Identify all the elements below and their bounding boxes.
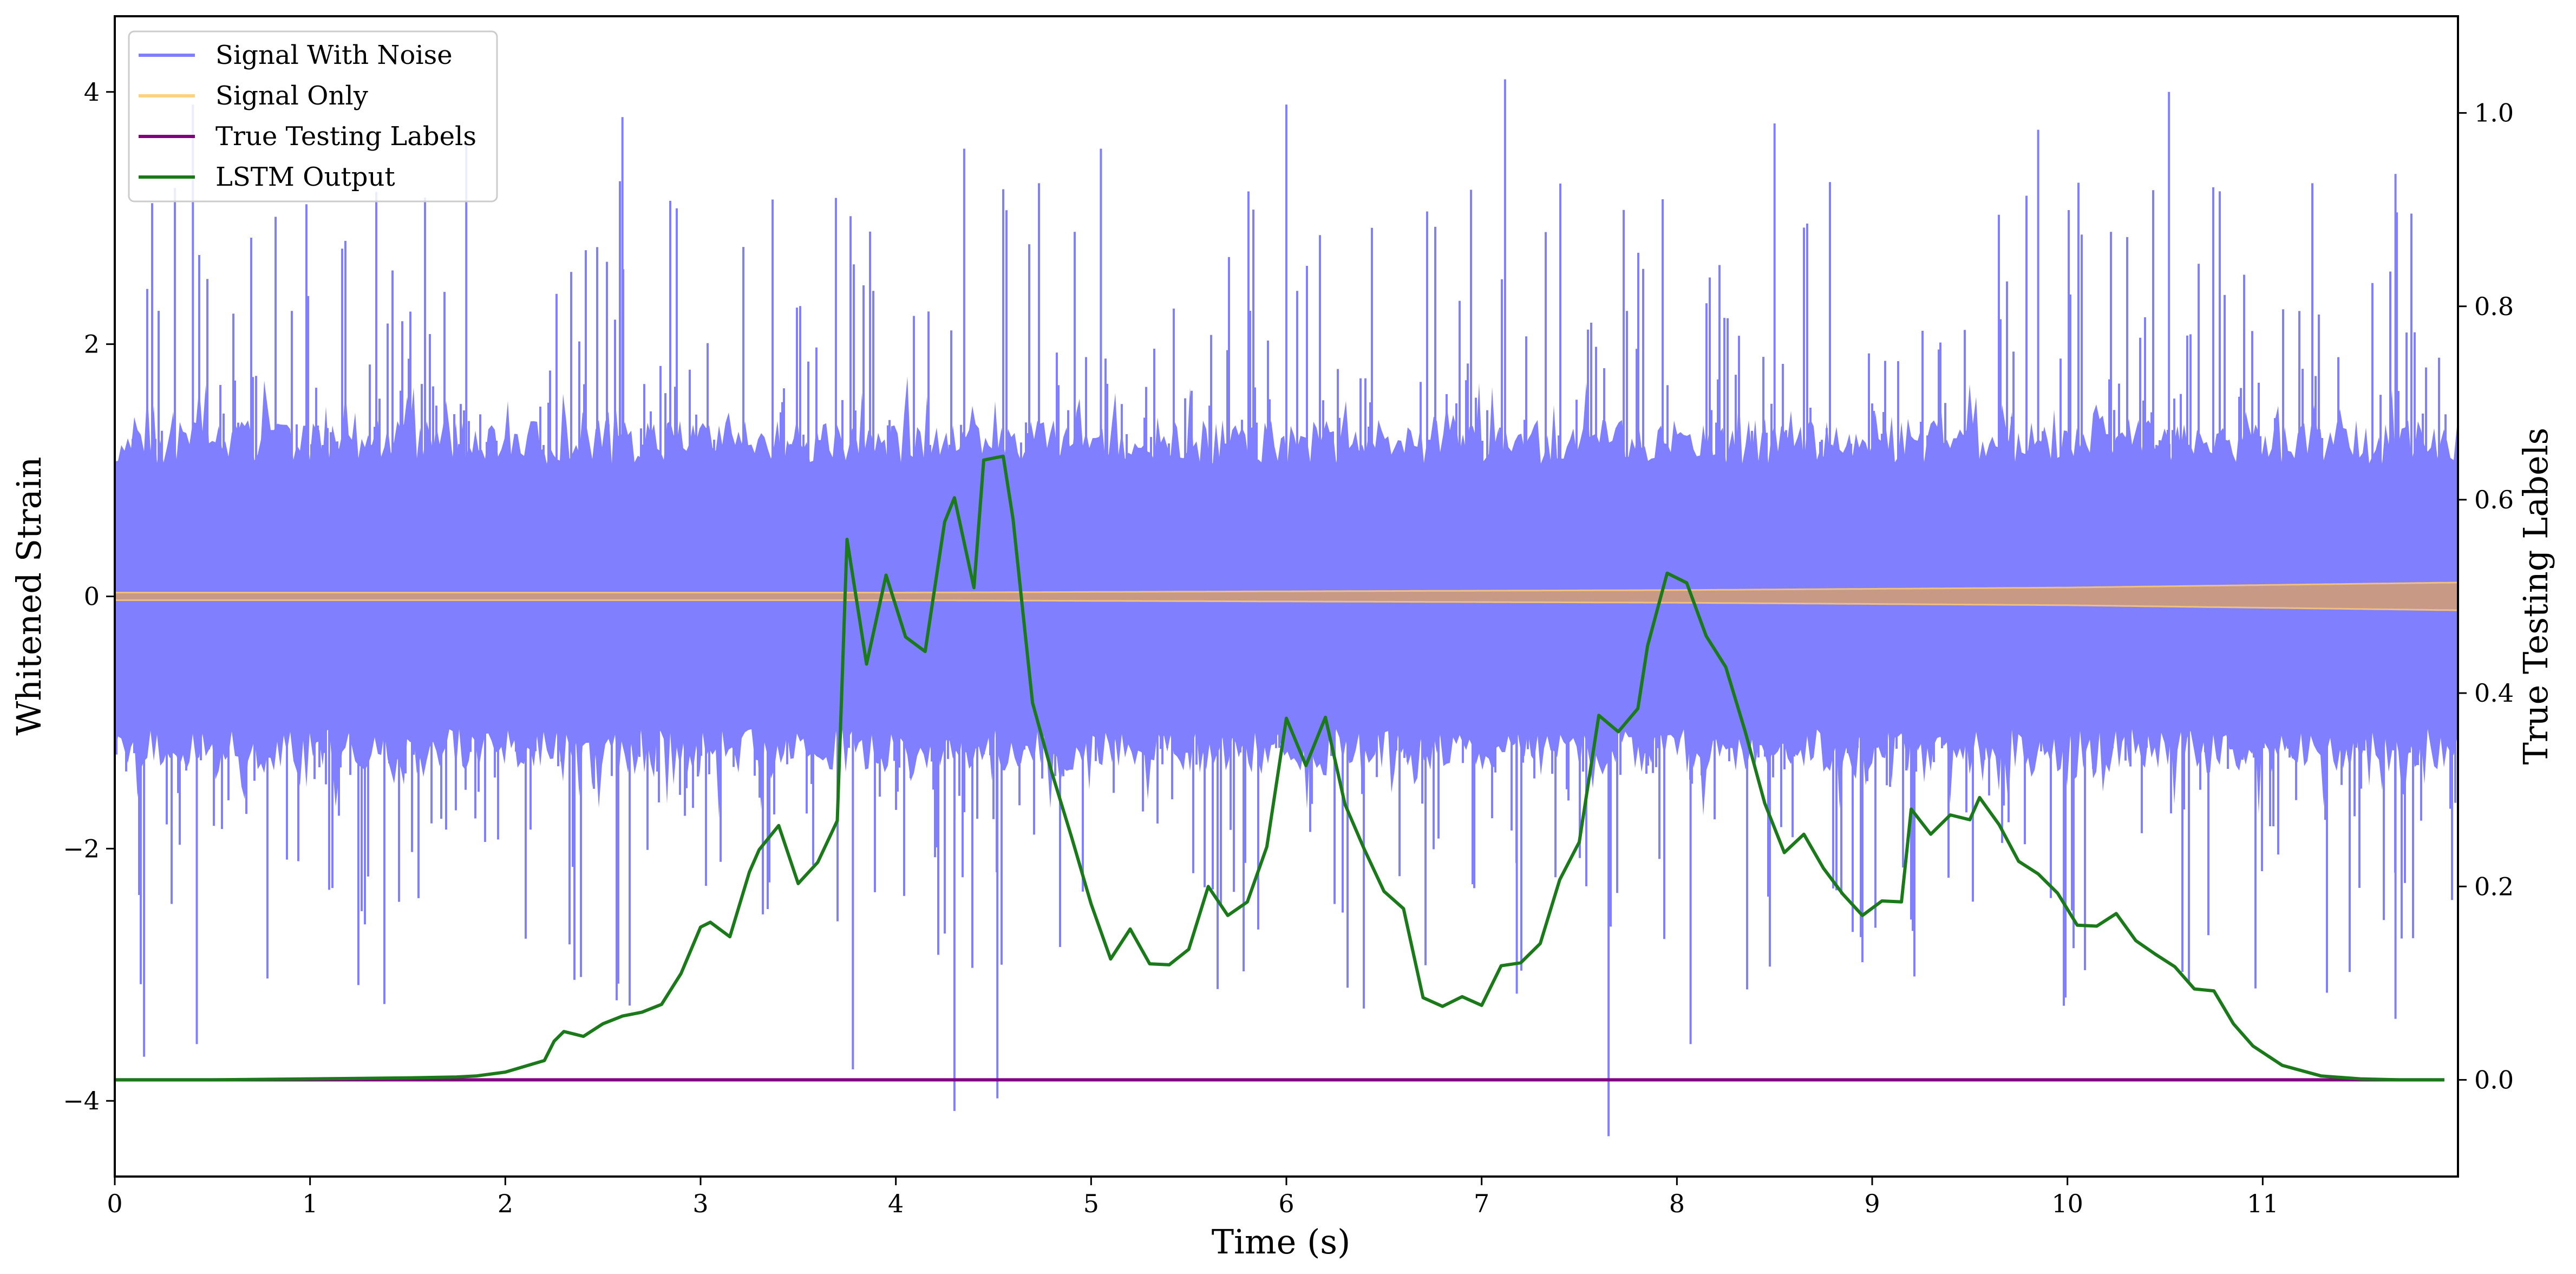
x-tick-label: 10 bbox=[2051, 1189, 2083, 1218]
legend-item-signal-only: Signal Only bbox=[139, 81, 368, 111]
right-y-tick-label: 0.0 bbox=[2474, 1065, 2514, 1094]
x-tick-label: 1 bbox=[302, 1189, 318, 1218]
right-y-tick-label: 1.0 bbox=[2474, 99, 2514, 128]
right-y-axis-ticks: 0.0 0.2 0.4 0.6 0.8 1.0 bbox=[2458, 99, 2514, 1094]
x-tick-label: 6 bbox=[1278, 1189, 1294, 1218]
left-y-tick-label: 0 bbox=[84, 582, 100, 611]
x-axis-ticks: 0 1 2 3 4 5 6 7 8 9 10 11 bbox=[107, 1177, 2279, 1218]
x-tick-label: 2 bbox=[498, 1189, 513, 1218]
legend-label-lstm-output: LSTM Output bbox=[215, 162, 395, 192]
x-tick-label: 3 bbox=[692, 1189, 708, 1218]
signal-with-noise-series bbox=[115, 79, 2456, 1136]
lstm-output-series bbox=[115, 454, 2444, 1082]
right-y-tick-label: 0.6 bbox=[2474, 485, 2514, 514]
right-y-tick-label: 0.2 bbox=[2474, 872, 2514, 901]
legend: Signal With Noise Signal Only True Testi… bbox=[128, 30, 498, 202]
right-y-tick-label: 0.8 bbox=[2474, 292, 2514, 321]
legend-item-true-testing-labels: True Testing Labels bbox=[139, 121, 476, 152]
x-tick-label: 9 bbox=[1864, 1189, 1880, 1218]
x-tick-label: 7 bbox=[1474, 1189, 1489, 1218]
left-y-tick-label: −2 bbox=[63, 834, 100, 863]
legend-label-signal-with-noise: Signal With Noise bbox=[215, 40, 453, 70]
left-y-axis-title: Whitened Strain bbox=[9, 457, 49, 736]
x-tick-label: 11 bbox=[2247, 1189, 2279, 1218]
x-axis-title: Time (s) bbox=[1212, 1222, 1351, 1262]
x-tick-label: 4 bbox=[888, 1189, 904, 1218]
plot-area bbox=[115, 79, 2458, 1136]
right-y-axis-title: True Testing Labels bbox=[2516, 428, 2555, 765]
legend-label-true-testing-labels: True Testing Labels bbox=[215, 121, 476, 152]
legend-item-signal-with-noise: Signal With Noise bbox=[139, 40, 453, 70]
legend-label-signal-only: Signal Only bbox=[215, 81, 368, 111]
left-y-tick-label: −4 bbox=[63, 1086, 100, 1115]
x-tick-label: 8 bbox=[1669, 1189, 1685, 1218]
x-tick-label: 5 bbox=[1083, 1189, 1099, 1218]
legend-box bbox=[128, 30, 498, 202]
left-y-tick-label: 4 bbox=[84, 77, 100, 107]
x-tick-label: 0 bbox=[107, 1189, 122, 1218]
legend-item-lstm-output: LSTM Output bbox=[139, 162, 395, 192]
right-y-tick-label: 0.4 bbox=[2474, 678, 2514, 708]
left-y-tick-label: 2 bbox=[84, 330, 100, 359]
noise-spikes bbox=[115, 79, 2456, 1136]
left-y-axis-ticks: −4 −2 0 2 4 bbox=[63, 77, 115, 1115]
